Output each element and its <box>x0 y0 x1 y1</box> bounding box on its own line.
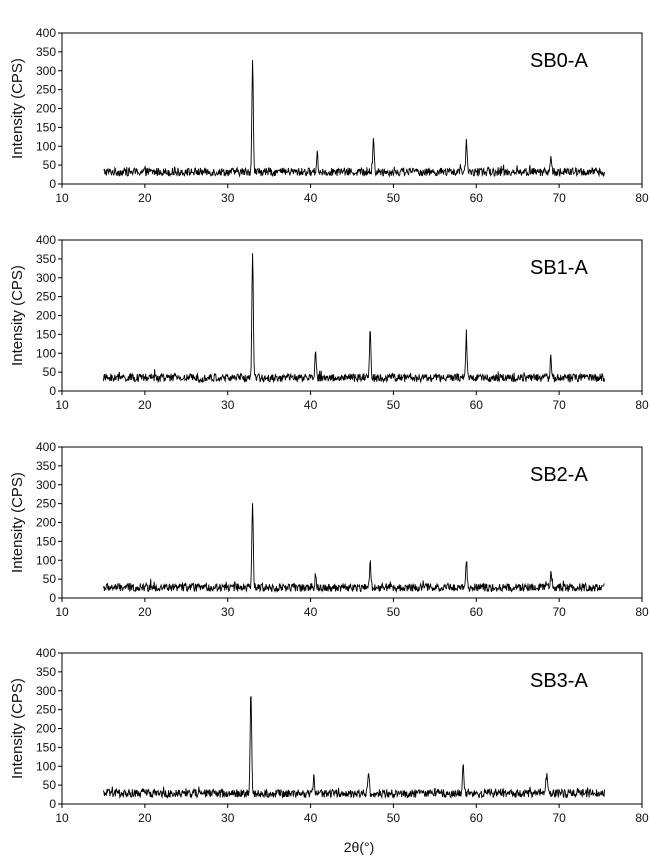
x-tick-label: 60 <box>470 605 484 619</box>
panel-4: 0 50 100 150 200 250 300 350 400 10 20 30 40 50 60 70 80… <box>9 646 649 825</box>
y-tick-label: 400 <box>36 646 56 660</box>
y-tick-label: 250 <box>36 703 56 717</box>
panel-1: 0 50 100 150 200 250 300 350 400 10 20 30 40 50 60 70 80… <box>9 26 649 205</box>
panel-title: SB2-A <box>530 464 588 486</box>
x-tick-label: 70 <box>552 191 566 205</box>
x-tick-label: 30 <box>221 811 235 825</box>
x-tick-label: 50 <box>387 191 401 205</box>
y-axis-label: Intensity (CPS) <box>9 265 26 366</box>
y-tick-label: 0 <box>49 177 56 191</box>
xrd-series-line <box>103 60 605 178</box>
x-tick-label: 40 <box>304 398 318 412</box>
y-tick-label: 200 <box>36 102 56 116</box>
x-tick-label: 30 <box>221 398 235 412</box>
y-tick-label: 300 <box>36 684 56 698</box>
y-tick-label: 0 <box>49 797 56 811</box>
x-tick-label: 60 <box>470 398 484 412</box>
x-tick-label: 30 <box>221 191 235 205</box>
y-tick-label: 150 <box>36 120 56 134</box>
y-tick-label: 350 <box>36 665 56 679</box>
y-tick-label: 100 <box>36 553 56 567</box>
x-tick-label: 10 <box>55 811 69 825</box>
panel-2: 0 50 100 150 200 250 300 350 400 10 20 30 40 50 60 70 80… <box>9 233 649 412</box>
y-axis-label: Intensity (CPS) <box>9 472 26 573</box>
y-tick-label: 400 <box>36 233 56 247</box>
x-tick-label: 80 <box>635 811 649 825</box>
y-tick-label: 50 <box>43 572 57 586</box>
y-tick-label: 150 <box>36 740 56 754</box>
panel-title: SB3-A <box>530 670 588 692</box>
xrd-series-line <box>102 696 605 800</box>
x-tick-label: 20 <box>138 811 152 825</box>
x-tick-label: 40 <box>304 191 318 205</box>
y-tick-label: 0 <box>49 591 56 605</box>
x-tick-label: 60 <box>470 811 484 825</box>
y-tick-label: 0 <box>49 384 56 398</box>
y-tick-label: 300 <box>36 271 56 285</box>
x-tick-label: 10 <box>55 605 69 619</box>
x-tick-label: 80 <box>635 191 649 205</box>
y-tick-label: 350 <box>36 45 56 59</box>
x-tick-label: 70 <box>552 398 566 412</box>
y-axis-label: Intensity (CPS) <box>9 678 26 779</box>
x-tick-label: 10 <box>55 398 69 412</box>
y-tick-label: 350 <box>36 459 56 473</box>
y-tick-label: 150 <box>36 327 56 341</box>
x-tick-label: 40 <box>304 605 318 619</box>
y-tick-label: 200 <box>36 722 56 736</box>
x-tick-label: 20 <box>138 398 152 412</box>
y-tick-label: 200 <box>36 516 56 530</box>
x-tick-label: 50 <box>387 811 401 825</box>
y-tick-label: 400 <box>36 440 56 454</box>
xrd-series-line <box>102 253 605 384</box>
y-tick-label: 250 <box>36 290 56 304</box>
y-tick-label: 400 <box>36 26 56 40</box>
x-tick-label: 20 <box>138 191 152 205</box>
x-tick-label: 60 <box>470 191 484 205</box>
x-tick-label: 50 <box>387 398 401 412</box>
y-tick-label: 50 <box>43 365 57 379</box>
x-tick-label: 20 <box>138 605 152 619</box>
x-tick-label: 70 <box>552 811 566 825</box>
y-tick-label: 350 <box>36 252 56 266</box>
x-tick-label: 70 <box>552 605 566 619</box>
x-tick-label: 80 <box>635 605 649 619</box>
y-tick-label: 100 <box>36 139 56 153</box>
y-tick-label: 300 <box>36 478 56 492</box>
panel-3: 0 50 100 150 200 250 300 350 400 10 20 30 40 50 60 70 80… <box>9 440 649 619</box>
y-tick-label: 100 <box>36 346 56 360</box>
y-tick-label: 50 <box>43 778 57 792</box>
panel-title: SB0-A <box>530 50 588 72</box>
x-tick-label: 40 <box>304 811 318 825</box>
x-tick-label: 30 <box>221 605 235 619</box>
y-tick-label: 100 <box>36 759 56 773</box>
y-tick-label: 250 <box>36 83 56 97</box>
y-tick-label: 200 <box>36 309 56 323</box>
xrd-series-line <box>102 503 605 594</box>
y-tick-label: 300 <box>36 64 56 78</box>
figure-x-axis-label: 2θ(°) <box>344 839 375 855</box>
y-tick-label: 50 <box>43 158 57 172</box>
x-tick-label: 80 <box>635 398 649 412</box>
y-tick-label: 150 <box>36 534 56 548</box>
x-tick-label: 50 <box>387 605 401 619</box>
panel-title: SB1-A <box>530 257 588 279</box>
y-tick-label: 250 <box>36 497 56 511</box>
y-axis-label: Intensity (CPS) <box>9 58 26 159</box>
x-tick-label: 10 <box>55 191 69 205</box>
